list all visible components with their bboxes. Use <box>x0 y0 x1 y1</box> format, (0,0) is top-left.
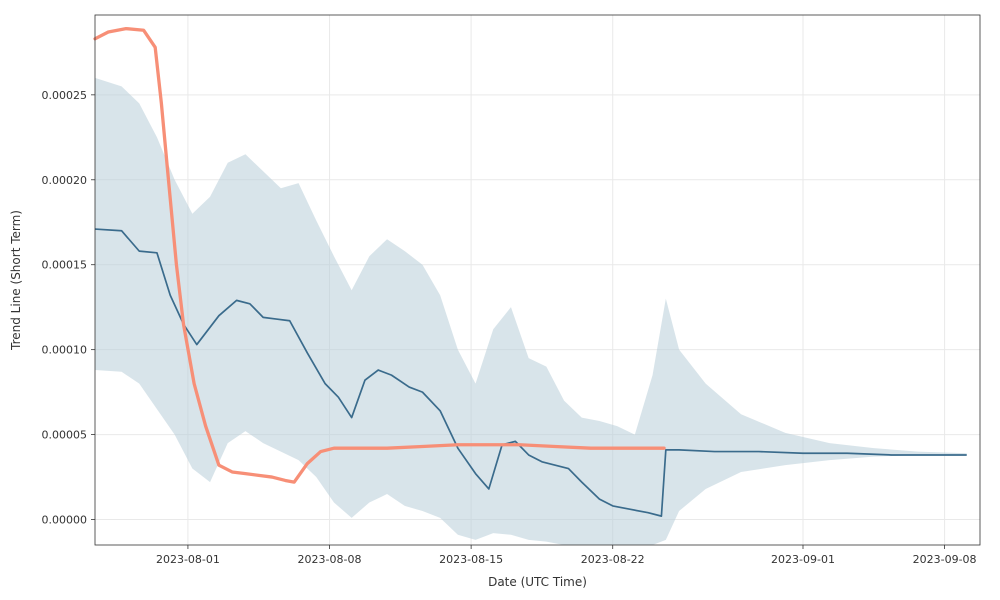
x-tick-label: 2023-08-01 <box>156 553 220 566</box>
x-tick-label: 2023-08-15 <box>439 553 503 566</box>
x-tick-label: 2023-09-01 <box>771 553 835 566</box>
y-tick-label: 0.00010 <box>42 344 88 357</box>
chart-svg: 2023-08-01 2023-08-08 2023-08-15 2023-08-22… <box>0 0 1000 600</box>
trend-chart: 2023-08-01 2023-08-08 2023-08-15 2023-08-22… <box>0 0 1000 600</box>
y-tick-label: 0.00000 <box>42 514 88 527</box>
x-axis-label: Date (UTC Time) <box>488 575 587 589</box>
y-tick-label: 0.00005 <box>42 429 88 442</box>
y-tick-label: 0.00025 <box>42 89 88 102</box>
y-tick-label: 0.00020 <box>42 174 88 187</box>
y-tick-label: 0.00015 <box>42 259 88 272</box>
x-tick-label: 2023-09-08 <box>913 553 977 566</box>
x-tick-label: 2023-08-22 <box>581 553 645 566</box>
y-axis-label: Trend Line (Short Term) <box>9 210 23 351</box>
x-tick-label: 2023-08-08 <box>298 553 362 566</box>
